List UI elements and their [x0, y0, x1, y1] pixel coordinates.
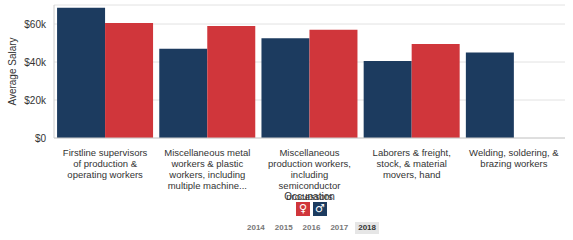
html-text:2016: 2016	[302, 223, 321, 232]
svg-text:Miscellaneousproduction worker: Miscellaneousproduction workers,includin…	[268, 147, 351, 200]
svg-text:Welding, soldering, &brazing w: Welding, soldering, &brazing workers	[469, 147, 559, 169]
svg-text:Laborers & freight,stock, & ma: Laborers & freight,stock, & materialmove…	[373, 147, 451, 180]
svg-text:Miscellaneous metalworkers & p: Miscellaneous metalworkers & plasticwork…	[164, 147, 250, 191]
html-text:2018: 2018	[358, 223, 376, 232]
svg-text:$60k: $60k	[24, 19, 47, 30]
svg-text:Occupation: Occupation	[284, 191, 335, 200]
svg-text:Average Salary: Average Salary	[8, 37, 18, 105]
svg-text:$20k: $20k	[24, 95, 47, 106]
svg-text:$0: $0	[35, 133, 47, 144]
html-text:2014: 2014	[247, 223, 265, 232]
html-text:2015: 2015	[274, 223, 293, 232]
svg-text:$40k: $40k	[24, 57, 47, 68]
html-text:2017: 2017	[330, 223, 349, 232]
svg-text:Firstline supervisorsof produc: Firstline supervisorsof production &oper…	[63, 147, 148, 180]
